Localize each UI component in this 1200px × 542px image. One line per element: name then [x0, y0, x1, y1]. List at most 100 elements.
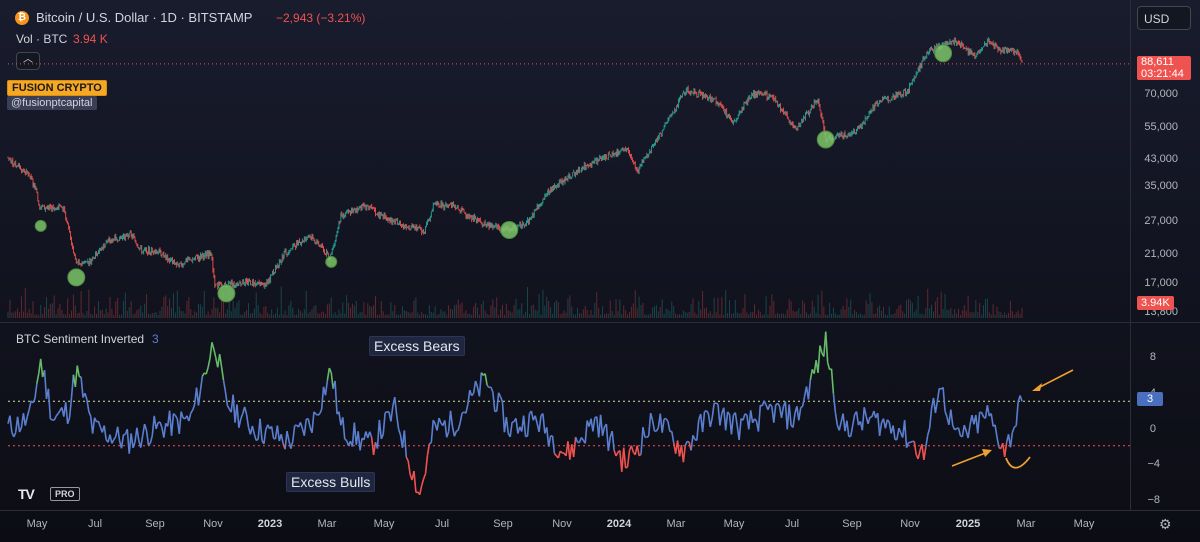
volume-bar: [644, 314, 646, 318]
price-label-17000[interactable]: 17,000: [1144, 277, 1178, 289]
volume-bar: [138, 309, 140, 318]
volume-bar: [90, 313, 92, 318]
volume-bar: [417, 312, 419, 318]
volume-bar: [99, 310, 101, 318]
volume-bar: [267, 312, 269, 318]
volume-bar: [400, 314, 402, 318]
indicator-segment: [655, 427, 660, 432]
bar-countdown: 03:21:44: [1141, 68, 1184, 80]
indicator-segment: [213, 349, 217, 358]
volume-bar: [640, 305, 642, 318]
price-label-70000[interactable]: 70,000: [1144, 88, 1178, 100]
indicator-segment: [188, 413, 192, 422]
volume-bar: [711, 314, 713, 318]
indicator-segment: [954, 427, 958, 431]
volume-bar: [363, 302, 365, 318]
volume-bar: [440, 309, 442, 318]
indicator-segment: [1009, 432, 1014, 448]
indicator-segment: [898, 427, 902, 433]
volume-bar: [884, 314, 886, 318]
indicator-segment: [798, 407, 802, 421]
indicator-segment: [130, 433, 134, 449]
volume-bar: [373, 305, 375, 318]
volume-bar: [898, 305, 900, 318]
volume-bar: [707, 313, 709, 318]
volume-bar: [334, 312, 336, 318]
indicator-segment: [465, 404, 469, 414]
volume-bar: [569, 295, 571, 318]
volume-bar: [984, 299, 986, 318]
price-label-43000[interactable]: 43,000: [1144, 153, 1178, 165]
indicator-segment: [205, 367, 209, 375]
volume-bar: [11, 312, 13, 318]
price-label-55000[interactable]: 55,000: [1144, 121, 1178, 133]
indicator-label-minus8[interactable]: −8: [1147, 494, 1160, 506]
time-label-nov: Nov: [900, 518, 920, 530]
symbol-title[interactable]: Bitcoin / U.S. Dollar · 1D · BITSTAMP: [36, 10, 253, 25]
volume-bar: [219, 312, 221, 318]
volume-bar: [888, 306, 890, 318]
indicator-label-0[interactable]: 0: [1149, 423, 1156, 435]
indicator-segment: [453, 431, 458, 437]
volume-bar: [704, 308, 706, 318]
volume-bar: [917, 295, 919, 318]
sentiment-marker-1: [34, 219, 47, 232]
indicator-segment: [744, 413, 748, 416]
volume-bar: [679, 314, 681, 318]
volume-bar: [388, 314, 390, 318]
currency-button[interactable]: USD: [1137, 6, 1191, 30]
volume-bar: [619, 299, 621, 318]
price-label-27000[interactable]: 27,000: [1144, 215, 1178, 227]
indicator-segment: [334, 380, 338, 415]
indicator-segment: [711, 403, 715, 418]
volume-bar: [992, 304, 994, 318]
volume-bar: [298, 308, 300, 318]
volume-bar: [367, 303, 369, 318]
volume-bar: [988, 312, 990, 318]
settings-gear-icon[interactable]: ⚙: [1159, 516, 1172, 532]
volume-bar: [450, 308, 452, 318]
indicator-segment: [492, 392, 496, 412]
indicator-segment: [344, 438, 348, 442]
indicator-segment: [255, 438, 259, 442]
indicator-segment: [315, 413, 319, 416]
volume-bar: [17, 308, 19, 318]
volume-bar: [998, 311, 1000, 318]
volume-bar: [975, 300, 977, 318]
indicator-segment: [207, 357, 211, 368]
indicator-segment: [724, 411, 729, 431]
indicator-label-minus4[interactable]: −4: [1147, 458, 1160, 470]
volume-bar: [550, 307, 552, 318]
collapse-legend-button[interactable]: ︿: [16, 52, 40, 70]
indicator-segment: [136, 427, 140, 441]
volume-bar: [301, 312, 303, 318]
indicator-segment: [91, 417, 96, 434]
volume-bar: [782, 313, 784, 318]
indicator-segment: [769, 403, 773, 408]
volume-bar: [124, 292, 126, 318]
volume-bar: [869, 293, 871, 318]
indicator-segment: [692, 434, 696, 440]
price-label-35000[interactable]: 35,000: [1144, 180, 1178, 192]
tradingview-logo[interactable]: TV: [18, 486, 35, 502]
volume-bar: [806, 312, 808, 318]
indicator-segment: [180, 411, 184, 419]
volume-bar: [534, 309, 536, 318]
indicator-segment: [376, 419, 381, 449]
volume-bar: [544, 305, 546, 318]
volume-bar: [413, 300, 415, 318]
indicator-segment: [622, 447, 627, 469]
indicator-title[interactable]: BTC Sentiment Inverted: [16, 332, 145, 346]
price-label-21000[interactable]: 21,000: [1144, 248, 1178, 260]
volume-bar: [627, 314, 629, 318]
volume-bar: [278, 314, 280, 318]
volume-bar: [38, 314, 40, 318]
indicator-segment: [353, 422, 358, 445]
volume-bar: [184, 313, 186, 318]
indicator-segment: [36, 373, 40, 384]
volume-bar: [480, 304, 482, 318]
indicator-label-8[interactable]: 8: [1149, 351, 1156, 363]
volume-bar: [159, 310, 161, 318]
volume-bar: [311, 309, 313, 318]
